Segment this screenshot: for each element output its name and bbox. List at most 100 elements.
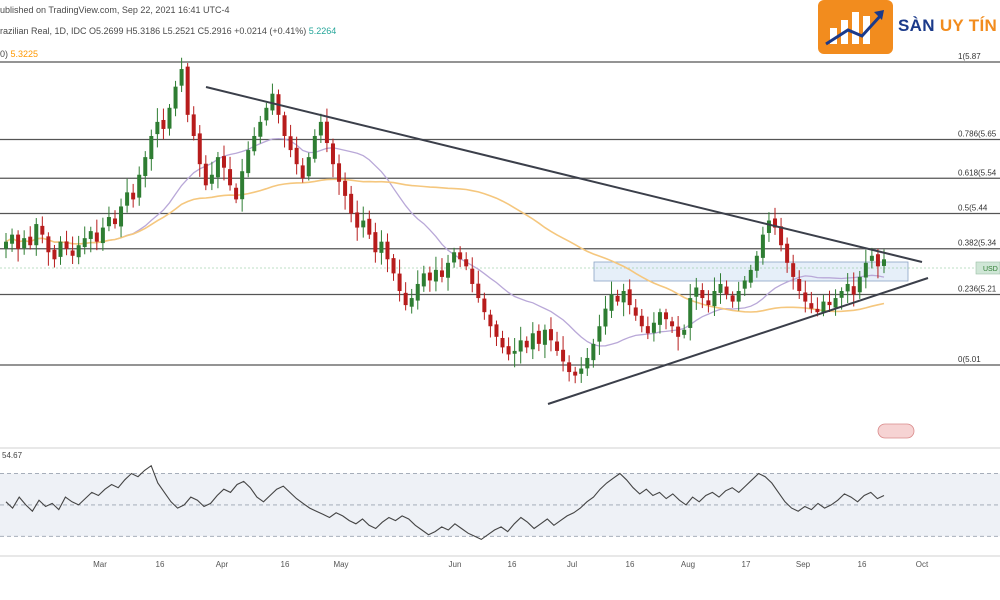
candle [488, 314, 493, 327]
candle [161, 119, 166, 129]
candle [252, 135, 257, 152]
candle [349, 193, 354, 214]
candle [330, 143, 335, 165]
candle [379, 241, 384, 253]
candle [791, 263, 796, 277]
candle [149, 135, 154, 160]
x-tick-label: 16 [858, 560, 867, 569]
candle [270, 93, 275, 111]
candle [94, 232, 99, 242]
candle [882, 259, 886, 266]
candle [766, 220, 771, 233]
candle [803, 292, 808, 302]
candle [294, 147, 299, 165]
candle [494, 324, 499, 337]
brand-logo: SÀN UY TÍN [818, 0, 1000, 54]
ma-long-value: 5.3225 [10, 49, 39, 59]
x-tick-label: 16 [281, 560, 290, 569]
candle [106, 217, 111, 227]
x-tick-label: 16 [156, 560, 165, 569]
candle [773, 218, 778, 228]
candle [821, 301, 826, 313]
candle [203, 163, 208, 186]
bar-chart-icon [825, 10, 884, 46]
candle [869, 255, 874, 261]
candle [682, 329, 687, 335]
candle [46, 236, 51, 253]
candle [373, 232, 378, 253]
candle [16, 234, 21, 249]
x-tick-label: Sep [796, 560, 811, 569]
candle [70, 250, 75, 256]
fib-label: 0.5(5.44 [958, 204, 988, 213]
candle [664, 312, 669, 320]
flag-badge [877, 423, 915, 439]
x-tick-label: Mar [93, 560, 107, 569]
candle [627, 289, 632, 306]
candle [4, 241, 8, 249]
candle [555, 341, 560, 351]
fib-label: 0.382(5.34 [958, 239, 997, 248]
candle [724, 286, 729, 295]
candle [112, 218, 117, 225]
candle [779, 226, 784, 246]
x-tick-label: 16 [626, 560, 635, 569]
candle [22, 238, 27, 249]
candle [173, 86, 178, 109]
candle [579, 368, 584, 374]
candle [58, 241, 63, 257]
current-price-label: USD [983, 266, 998, 273]
candle [785, 243, 790, 263]
candle [52, 249, 57, 260]
candle [324, 121, 329, 144]
candle [833, 298, 838, 308]
candle [240, 171, 245, 200]
candle [88, 231, 93, 239]
candle [506, 346, 511, 355]
candle [452, 252, 457, 263]
fib-label: 0.786(5.65 [958, 130, 997, 139]
fib-label: 0(5.01 [958, 355, 981, 364]
candle [234, 187, 239, 200]
candle [40, 225, 45, 235]
candle [645, 326, 650, 334]
candle [355, 212, 360, 228]
candle [512, 350, 517, 354]
current-price-tag [975, 261, 1000, 275]
candle [712, 291, 717, 307]
candle [167, 107, 172, 129]
candle [209, 174, 214, 184]
price-pane [0, 60, 1000, 450]
candle [403, 292, 408, 306]
candle [246, 150, 251, 174]
candle [143, 157, 148, 176]
candle [415, 283, 420, 301]
moving-averages [5, 137, 885, 347]
candle [464, 259, 469, 267]
candle [639, 315, 644, 327]
candle [561, 349, 566, 362]
candles [4, 57, 886, 384]
ma-short-line [5, 137, 885, 347]
candle [34, 224, 39, 246]
candle [597, 326, 602, 342]
time-axis: Mar 16 Apr 16 May Jun 16 Jul 16 Aug 17 Sep 16 Oct [0, 555, 1000, 569]
candle [688, 298, 693, 328]
candle [306, 157, 311, 177]
descending-trendline [205, 86, 923, 263]
candle [185, 66, 190, 115]
candle [391, 258, 396, 274]
ma-long-line [5, 178, 885, 313]
ma-legend-text: 0) [0, 49, 9, 59]
candle [264, 107, 269, 121]
candle [670, 321, 675, 327]
candle [343, 180, 348, 196]
fib-label: 1(5.87 [958, 52, 981, 61]
rsi-line [5, 464, 885, 541]
candle [131, 192, 136, 200]
candle [337, 163, 342, 182]
candle [421, 273, 426, 287]
x-tick-label: May [333, 560, 348, 569]
x-tick-label: 16 [508, 560, 517, 569]
